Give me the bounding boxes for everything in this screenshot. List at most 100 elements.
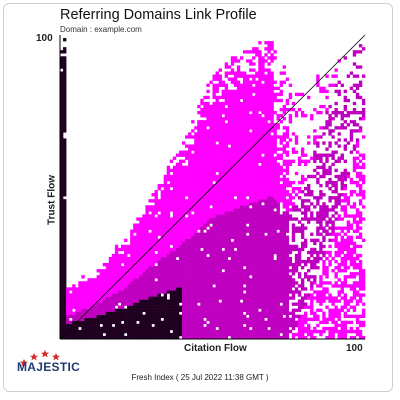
heatmap-cell: [282, 287, 286, 291]
heatmap-cell: [224, 232, 229, 236]
heatmap-cell: [63, 284, 67, 288]
heatmap-cell: [191, 244, 195, 249]
heatmap-cell: [130, 296, 134, 300]
heatmap-cell: [331, 229, 335, 233]
heatmap-cell: [93, 308, 97, 312]
heatmap-cell: [185, 232, 189, 236]
heatmap-cell: [182, 241, 186, 246]
heatmap-cell: [157, 253, 161, 258]
heatmap-cell: [66, 314, 70, 319]
heatmap-cell: [224, 223, 229, 227]
heatmap-cell: [191, 278, 195, 282]
heatmap-cell: [172, 311, 177, 315]
heatmap-cell: [157, 263, 161, 267]
heatmap-cell: [197, 162, 201, 167]
heatmap-cell: [209, 335, 213, 340]
heatmap-cell: [105, 332, 110, 337]
heatmap-cell: [270, 308, 274, 312]
heatmap-cell: [197, 314, 201, 319]
heatmap-cell: [227, 159, 232, 163]
heatmap-cell: [117, 332, 122, 337]
heatmap-cell: [288, 296, 293, 300]
heatmap-cell: [282, 159, 286, 163]
heatmap-cell: [297, 229, 302, 233]
heatmap-cell: [331, 332, 335, 337]
heatmap-cell: [282, 162, 286, 167]
heatmap-cell: [203, 266, 207, 270]
heatmap-cell: [151, 211, 155, 215]
heatmap-cell: [124, 302, 128, 306]
heatmap-cell: [264, 77, 268, 81]
heatmap-cell: [276, 153, 280, 157]
heatmap-cell: [258, 41, 262, 45]
heatmap-cell: [331, 238, 335, 243]
heatmap-cell: [191, 302, 195, 306]
heatmap-cell: [319, 329, 323, 334]
heatmap-cell: [203, 156, 207, 160]
heatmap-cell: [218, 190, 222, 194]
heatmap-cell: [276, 272, 280, 276]
heatmap-cell: [139, 314, 143, 319]
heatmap-cell: [276, 266, 280, 270]
heatmap-cell: [221, 281, 225, 285]
heatmap-cell: [163, 308, 168, 312]
heatmap-cell: [148, 205, 152, 209]
heatmap-cell: [203, 104, 207, 109]
heatmap-cell: [270, 272, 274, 276]
heatmap-cell: [63, 56, 67, 60]
heatmap-cell: [249, 50, 253, 54]
heatmap-cell: [267, 114, 271, 118]
heatmap-cell: [206, 199, 210, 203]
heatmap-cell: [243, 187, 247, 191]
heatmap-cell: [60, 247, 64, 252]
heatmap-cell: [63, 111, 67, 115]
heatmap-cell: [313, 290, 317, 294]
heatmap-cell: [127, 259, 131, 264]
heatmap-cell: [99, 335, 103, 340]
heatmap-cell: [114, 317, 119, 322]
heatmap-cell: [114, 302, 119, 306]
heatmap-cell: [178, 174, 183, 179]
heatmap-cell: [227, 214, 232, 218]
heatmap-cell: [264, 329, 268, 334]
heatmap-cell: [96, 302, 100, 306]
heatmap-cell: [227, 162, 232, 167]
heatmap-cell: [267, 199, 271, 203]
heatmap-cell: [99, 278, 103, 282]
heatmap-cell: [200, 302, 204, 306]
heatmap-cell: [264, 253, 268, 258]
heatmap-cell: [279, 114, 283, 118]
heatmap-cell: [182, 326, 186, 331]
heatmap-cell: [121, 335, 125, 340]
heatmap-cell: [63, 62, 67, 66]
heatmap-cell: [221, 156, 225, 160]
heatmap-cell: [331, 320, 335, 325]
heatmap-cell: [319, 250, 323, 255]
heatmap-cell: [72, 296, 76, 300]
heatmap-cell: [304, 193, 308, 197]
heatmap-cell: [246, 101, 250, 106]
heatmap-cell: [270, 281, 274, 285]
heatmap-cell: [285, 177, 290, 182]
heatmap-cell: [267, 220, 271, 224]
heatmap-cell: [258, 89, 262, 94]
heatmap-cell: [160, 214, 164, 218]
heatmap-cell: [285, 190, 290, 194]
heatmap-cell: [145, 308, 149, 312]
heatmap-cell: [188, 335, 192, 340]
heatmap-cell: [239, 214, 244, 218]
heatmap-cell: [249, 220, 253, 224]
heatmap-cell: [270, 117, 274, 121]
heatmap-cell: [334, 107, 338, 112]
heatmap-cell: [297, 107, 302, 112]
heatmap-cell: [340, 305, 344, 309]
heatmap-cell: [197, 275, 201, 279]
heatmap-cell: [221, 80, 225, 84]
heatmap-cell: [300, 323, 305, 328]
heatmap-cell: [264, 247, 268, 252]
heatmap-cell: [75, 287, 79, 291]
heatmap-cell: [102, 335, 107, 340]
heatmap-cell: [227, 65, 232, 69]
heatmap-cell: [194, 250, 198, 255]
heatmap-cell: [264, 156, 268, 160]
